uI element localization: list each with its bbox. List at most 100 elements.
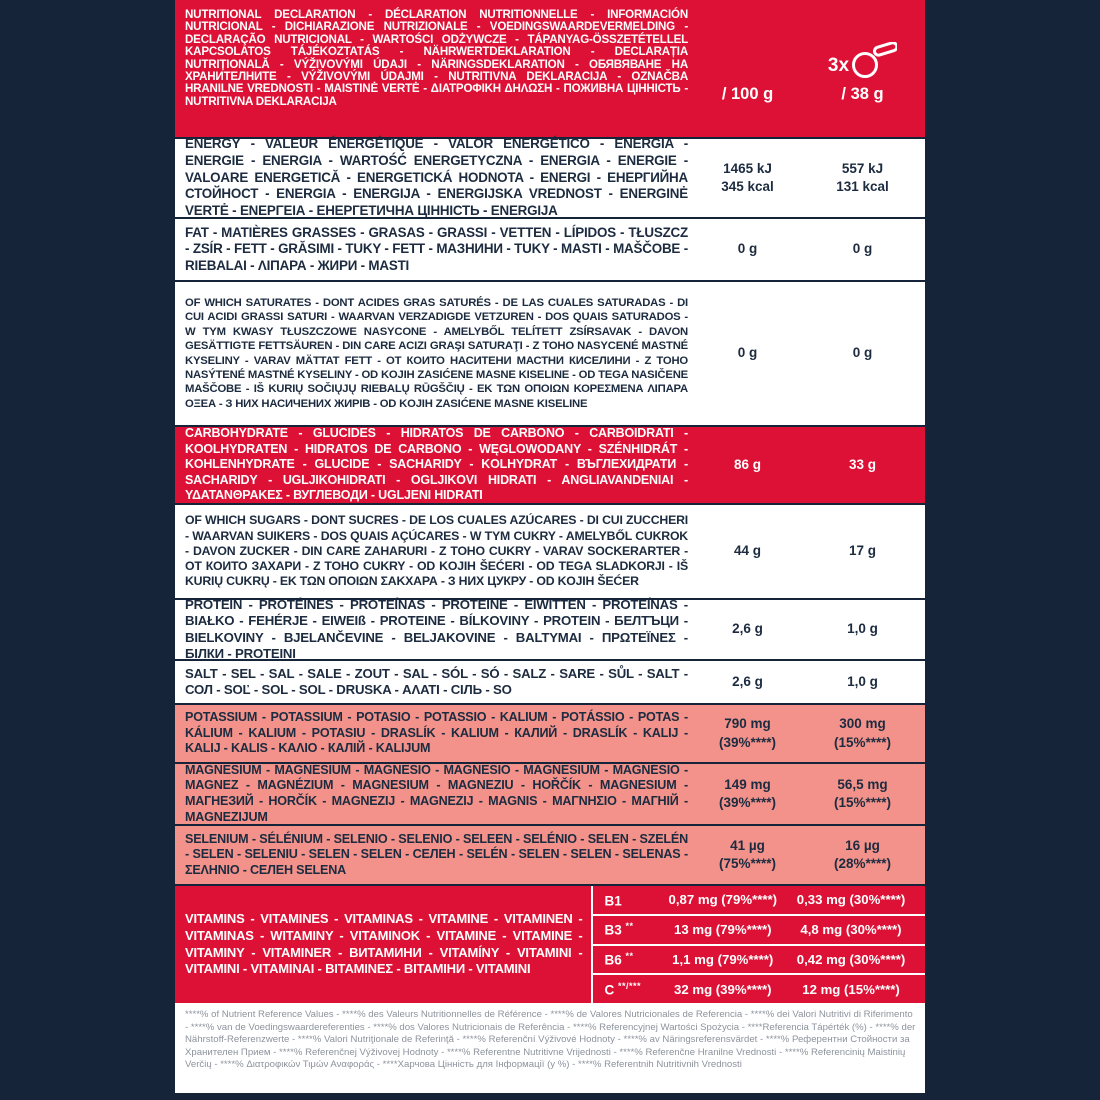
value-per-100g: 2,6 g — [695, 673, 800, 691]
value-per-100g: 44 g — [695, 542, 800, 560]
value-per-38g: 1,0 g — [800, 673, 925, 691]
serving-multiplier: 3x — [827, 55, 850, 76]
row-fat: FAT - MATIÈRES GRASSES - GRASAS - GRASSI… — [175, 217, 925, 280]
value-per-100g: 86 g — [695, 456, 800, 474]
value-per-38g: 0 g — [800, 344, 925, 362]
nutrient-translations: - VITAMINES - VITAMINAS - VITAMINE - VIT… — [185, 910, 583, 977]
value-line: 44 g — [733, 543, 761, 559]
nutrient-label: MAGNESIUM - MAGNÉSIUM - MAGNESIO - MAGNE… — [175, 759, 695, 829]
nutrient-translations: - DONT SUCRES - DE LOS CUALES AZÚCARES -… — [185, 513, 688, 589]
per-38g-label: / 38 g — [841, 85, 884, 103]
value-line: 33 g — [848, 456, 876, 472]
value-per-100g: 790 mg (39%****) — [695, 715, 800, 751]
serving-scoop: 3x — [827, 41, 899, 83]
vitamin-value-per-38g: 4,8 mg (30%****) — [800, 922, 902, 938]
value-line: 41 µg — [730, 837, 765, 853]
nutrient-label: SALT - SEL - SAL - SALE - ZOUT - SAL - S… — [175, 662, 695, 703]
vitamin-value-per-100g: 0,87 mg (79%****) — [668, 892, 777, 908]
value-line: 300 mg — [839, 716, 886, 732]
nutrient-term: POTASSIUM — [185, 710, 258, 725]
vitamin-name: B3 ** — [593, 921, 669, 938]
value-line: (28%****) — [833, 856, 892, 871]
value-line: 790 mg — [724, 716, 771, 732]
value-line: 149 mg — [724, 776, 771, 792]
nutrient-term: VITAMINS — [185, 910, 245, 926]
vitamin-footnote-marker: ** — [625, 921, 634, 932]
value-line: (15%****) — [833, 795, 892, 810]
value-per-100g: 2,6 g — [695, 620, 800, 638]
nutrient-label: FAT - MATIÈRES GRASSES - GRASAS - GRASSI… — [175, 221, 695, 279]
row-selenium: SELENIUM - SÉLÉNIUM - SELENIO - SELENIO … — [175, 824, 925, 884]
value-per-100g: 0 g — [695, 344, 800, 362]
measuring-scoop-icon — [849, 41, 899, 83]
nutrient-term: SELENIUM — [185, 831, 249, 846]
value-line: 345 kcal — [721, 179, 774, 194]
nutrient-translations: - POTASSIUM - POTASIO - POTASSIO - KALIU… — [185, 710, 688, 756]
nutrient-term: OF WHICH SUGARS — [185, 513, 301, 528]
nutrient-label: OF WHICH SUGARS - DONT SUCRES - DE LOS C… — [175, 509, 695, 593]
vitamin-name: B1 — [593, 892, 669, 908]
nutrient-term: MAGNESIUM — [185, 762, 262, 777]
value-line: 1,0 g — [847, 673, 878, 689]
value-line: 557 kJ — [841, 160, 884, 176]
nutrient-translations: - VALEUR ÉNERGÉTIQUE - VALOR ENERGÉTICO … — [185, 136, 688, 218]
vitamin-row-b3: B3 ** 13 mg (79%****) 4,8 mg (30%****) — [592, 913, 925, 944]
value-per-100g: 1465 kJ 345 kcal — [695, 160, 800, 196]
nutrient-term: CARBOHYDRATE — [185, 426, 288, 441]
value-per-38g: 0 g — [800, 240, 925, 258]
nutrient-translations: - MATIÈRES GRASSES - GRASAS - GRASSI - V… — [185, 224, 688, 273]
nutrient-label: SELENIUM - SÉLÉNIUM - SELENIO - SELENIO … — [175, 828, 695, 883]
vitamin-row-b6: B6 ** 1,1 mg (79%****) 0,42 mg (30%****) — [592, 943, 925, 974]
nutrient-term: OF WHICH SATURATES — [185, 297, 312, 310]
row-potassium: POTASSIUM - POTASSIUM - POTASIO - POTASS… — [175, 703, 925, 762]
value-per-38g: 56,5 mg (15%****) — [800, 776, 925, 812]
value-line: (39%****) — [718, 795, 777, 810]
nutrient-translations: - SÉLÉNIUM - SELENIO - SELENIO - SELEEN … — [185, 831, 688, 877]
nutrient-label: OF WHICH SATURATES - DONT ACIDES GRAS SA… — [175, 292, 695, 415]
vitamin-value-per-38g: 0,42 mg (30%****) — [796, 951, 906, 967]
row-carbohydrate: CARBOHYDRATE - GLUCIDES - HIDRATOS DE CA… — [175, 425, 925, 503]
nutrient-label: CARBOHYDRATE - GLUCIDES - HIDRATOS DE CA… — [175, 422, 695, 508]
value-per-100g: 149 mg (39%****) — [695, 776, 800, 812]
value-line: (39%****) — [718, 734, 777, 750]
vitamins-table: B1 0,87 mg (79%****) 0,33 mg (30%****) B… — [590, 886, 925, 1003]
row-magnesium: MAGNESIUM - MAGNÉSIUM - MAGNESIO - MAGNE… — [175, 762, 925, 824]
value-line: (75%****) — [718, 856, 777, 871]
vitamin-value-per-100g: 13 mg (79%****) — [674, 922, 772, 938]
vitamin-value-per-100g: 1,1 mg (79%****) — [672, 951, 774, 967]
value-line: 2,6 g — [732, 621, 763, 637]
nutrient-term: PROTEIN — [185, 596, 243, 612]
value-line: 2,6 g — [732, 673, 763, 689]
value-per-38g: 300 mg (15%****) — [800, 715, 925, 751]
header: NUTRITIONAL DECLARATION - DÉCLARATION NU… — [175, 0, 925, 137]
nutrient-translations: - MAGNÉSIUM - MAGNESIO - MAGNESIO - MAGN… — [185, 762, 688, 824]
nutrient-translations: - GLUCIDES - HIDRATOS DE CARBONO - CARBO… — [185, 426, 688, 503]
vitamin-code: B3 — [604, 922, 622, 938]
nutrient-term: SALT — [185, 665, 218, 681]
row-protein: PROTEIN - PROTÉINES - PROTEÍNAS - PROTEI… — [175, 597, 925, 661]
nutrition-declaration-label: NUTRITIONAL DECLARATION - DÉCLARATION NU… — [175, 0, 925, 1093]
nutrient-translations: - PROTÉINES - PROTEÍNAS - PROTEINE - EIW… — [185, 596, 688, 661]
header-title: NUTRITIONAL DECLARATION - DÉCLARATION NU… — [185, 8, 688, 108]
vitamin-footnote-marker: ** — [625, 951, 634, 962]
nutrient-translations: - DONT ACIDES GRAS SATURÉS - DE LAS CUAL… — [185, 297, 688, 410]
nutrient-translations: - SEL - SAL - SALE - ZOUT - SAL - SÓL - … — [185, 665, 688, 697]
value-line: 0 g — [852, 345, 873, 361]
value-per-38g: 1,0 g — [800, 620, 925, 638]
row-energy: ENERGY - VALEUR ÉNERGÉTIQUE - VALOR ENER… — [175, 136, 925, 218]
value-per-100g: 41 µg (75%****) — [695, 837, 800, 873]
value-line: 0 g — [737, 241, 758, 257]
value-line: 0 g — [852, 241, 873, 257]
nutrient-label: PROTEIN - PROTÉINES - PROTEÍNAS - PROTEI… — [175, 593, 695, 666]
per-100g-label: / 100 g — [721, 85, 774, 103]
value-line: (15%****) — [833, 734, 892, 750]
value-line: 1,0 g — [847, 621, 878, 637]
value-per-38g: 557 kJ 131 kcal — [800, 160, 925, 196]
column-header-per-100g: / 100 g — [695, 0, 800, 137]
vitamin-row-c: C **/*** 32 mg (39%****) 12 mg (15%****) — [592, 973, 925, 1003]
footnote-nutrient-reference-values: ****% of Nutrient Reference Values - ***… — [175, 1003, 925, 1093]
value-per-100g: 0 g — [695, 240, 800, 258]
value-per-38g: 16 µg (28%****) — [800, 837, 925, 873]
vitamin-footnote-marker: **/*** — [618, 980, 642, 991]
vitamins-label: VITAMINS - VITAMINES - VITAMINAS - VITAM… — [175, 886, 591, 1003]
